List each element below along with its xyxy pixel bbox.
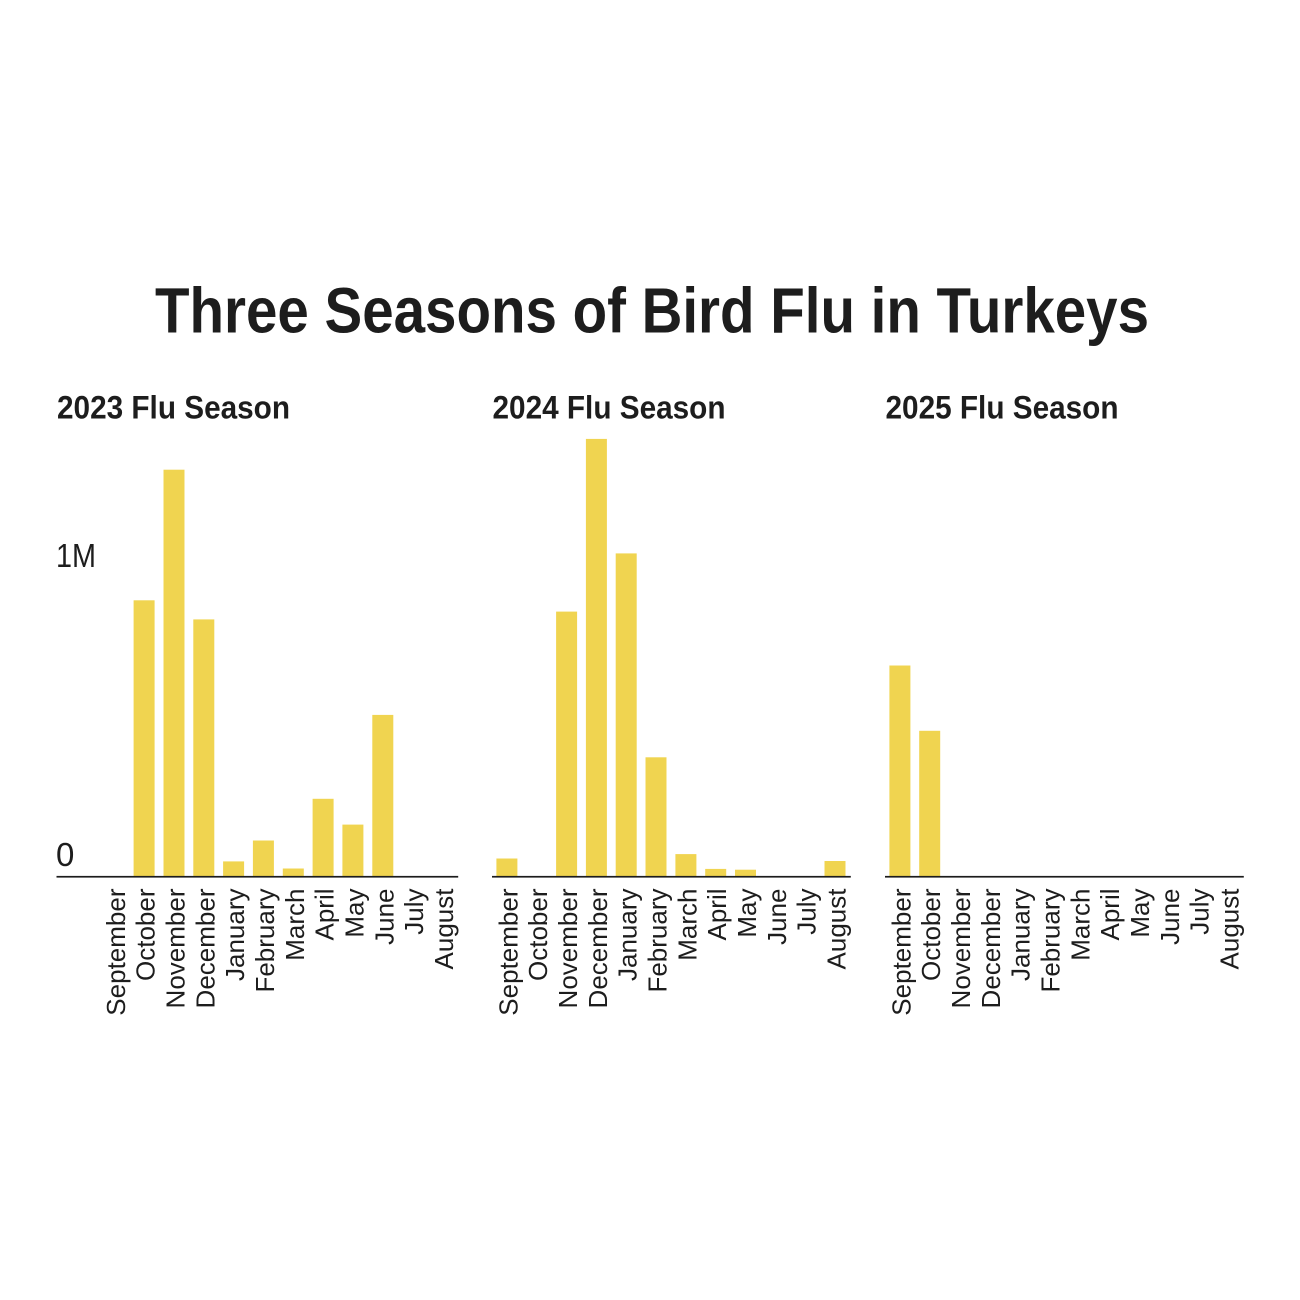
svg-text:April: April <box>1095 889 1125 941</box>
svg-text:March: March <box>280 889 310 961</box>
svg-text:September: September <box>101 888 131 1016</box>
svg-text:January: January <box>613 889 643 982</box>
svg-text:March: March <box>672 889 702 961</box>
svg-text:June: June <box>762 889 792 945</box>
svg-text:October: October <box>523 888 553 981</box>
svg-text:June: June <box>369 889 399 945</box>
svg-text:August: August <box>1215 888 1245 970</box>
svg-text:May: May <box>732 889 762 938</box>
svg-text:November: November <box>161 888 191 1008</box>
svg-text:February: February <box>1036 889 1066 993</box>
svg-text:January: January <box>1006 889 1036 982</box>
svg-text:Three Seasons of Bird Flu in T: Three Seasons of Bird Flu in Turkeys <box>155 275 1149 347</box>
svg-text:July: July <box>399 889 429 935</box>
svg-text:November: November <box>946 888 976 1008</box>
svg-text:January: January <box>220 889 250 982</box>
svg-text:1M: 1M <box>56 537 96 574</box>
svg-text:February: February <box>643 889 673 993</box>
svg-text:June: June <box>1155 889 1185 945</box>
svg-text:April: April <box>702 889 732 941</box>
svg-text:August: August <box>822 888 852 970</box>
svg-text:April: April <box>310 889 340 941</box>
svg-text:July: July <box>1185 889 1215 935</box>
svg-text:2024 Flu Season: 2024 Flu Season <box>493 390 726 426</box>
svg-text:0: 0 <box>56 836 74 873</box>
svg-text:December: December <box>190 888 220 1008</box>
svg-text:December: December <box>976 888 1006 1008</box>
svg-text:2023 Flu Season: 2023 Flu Season <box>57 390 290 426</box>
svg-text:November: November <box>553 888 583 1008</box>
svg-text:August: August <box>429 888 459 970</box>
svg-text:September: September <box>886 888 916 1016</box>
svg-text:May: May <box>1125 889 1155 938</box>
svg-text:October: October <box>916 888 946 981</box>
svg-text:October: October <box>131 888 161 981</box>
svg-text:March: March <box>1065 889 1095 961</box>
svg-text:July: July <box>792 889 822 935</box>
svg-text:December: December <box>583 888 613 1008</box>
svg-text:September: September <box>493 888 523 1016</box>
svg-text:May: May <box>340 889 370 938</box>
svg-text:2025 Flu Season: 2025 Flu Season <box>886 390 1119 426</box>
svg-text:February: February <box>250 889 280 993</box>
